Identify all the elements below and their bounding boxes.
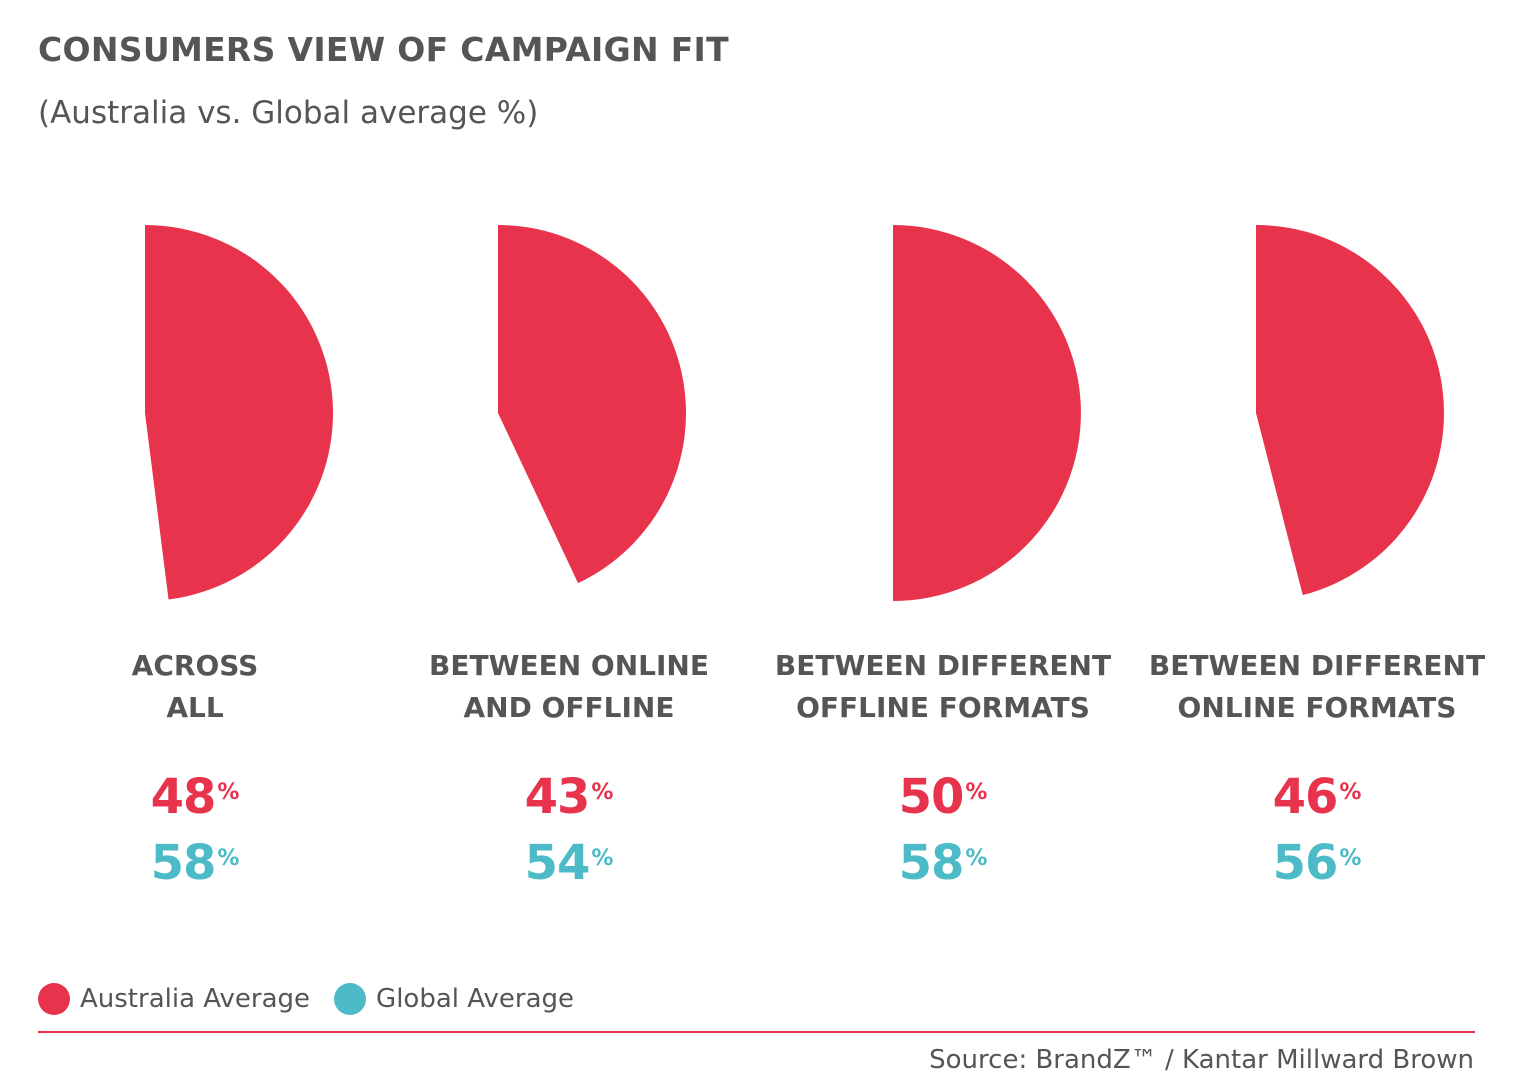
australia-value-label: 48% <box>150 769 240 825</box>
global-value-label: 58% <box>150 835 240 891</box>
category-label-line1: BETWEEN DIFFERENT <box>1148 649 1486 682</box>
pie-charts <box>145 225 1444 601</box>
category-column-1: ACROSS ALL 48% 58% <box>5 645 385 891</box>
chart-subtitle: (Australia vs. Global average %) <box>38 95 539 131</box>
legend-dot-australia <box>38 983 70 1015</box>
divider-line <box>38 1031 1475 1033</box>
category-column-2: BETWEEN ONLINE AND OFFLINE 43% 54% <box>379 645 759 891</box>
category-label-line2: ONLINE FORMATS <box>1177 691 1457 724</box>
legend: Australia Average Global Average <box>38 983 598 1015</box>
category-label-line2: AND OFFLINE <box>463 691 675 724</box>
pie-slice-australia-2 <box>498 225 687 584</box>
pie-slice-australia-3 <box>893 225 1081 601</box>
legend-item-australia: Australia Average <box>38 983 310 1015</box>
category-label-line1: BETWEEN DIFFERENT <box>774 649 1112 682</box>
legend-label-australia: Australia Average <box>80 984 311 1014</box>
pie-slice-australia-4 <box>1256 225 1444 596</box>
category-label: ACROSS ALL <box>5 645 385 729</box>
category-label: BETWEEN DIFFERENT OFFLINE FORMATS <box>753 645 1133 729</box>
category-label-line2: OFFLINE FORMATS <box>796 691 1090 724</box>
legend-dot-global <box>334 983 367 1015</box>
category-label-line1: BETWEEN ONLINE <box>429 649 709 682</box>
legend-label-global: Global Average <box>376 984 575 1014</box>
global-value-label: 58% <box>898 835 988 891</box>
global-value-label: 54% <box>524 835 614 891</box>
category-label: BETWEEN DIFFERENT ONLINE FORMATS <box>1127 645 1507 729</box>
pie-slice-australia-1 <box>145 225 334 600</box>
category-label-line2: ALL <box>166 691 224 724</box>
category-label: BETWEEN ONLINE AND OFFLINE <box>379 645 759 729</box>
australia-value-label: 46% <box>1272 769 1362 825</box>
australia-value-label: 43% <box>524 769 614 825</box>
category-label-line1: ACROSS <box>131 649 259 682</box>
source-note: Source: BrandZ™ / Kantar Millward Brown <box>929 1045 1474 1075</box>
global-value-label: 56% <box>1272 835 1362 891</box>
legend-item-global: Global Average <box>334 983 574 1015</box>
category-column-3: BETWEEN DIFFERENT OFFLINE FORMATS 50% 58% <box>753 645 1133 891</box>
chart-title: CONSUMERS VIEW OF CAMPAIGN FIT <box>38 30 729 69</box>
australia-value-label: 50% <box>898 769 988 825</box>
category-column-4: BETWEEN DIFFERENT ONLINE FORMATS 46% 56% <box>1127 645 1507 891</box>
